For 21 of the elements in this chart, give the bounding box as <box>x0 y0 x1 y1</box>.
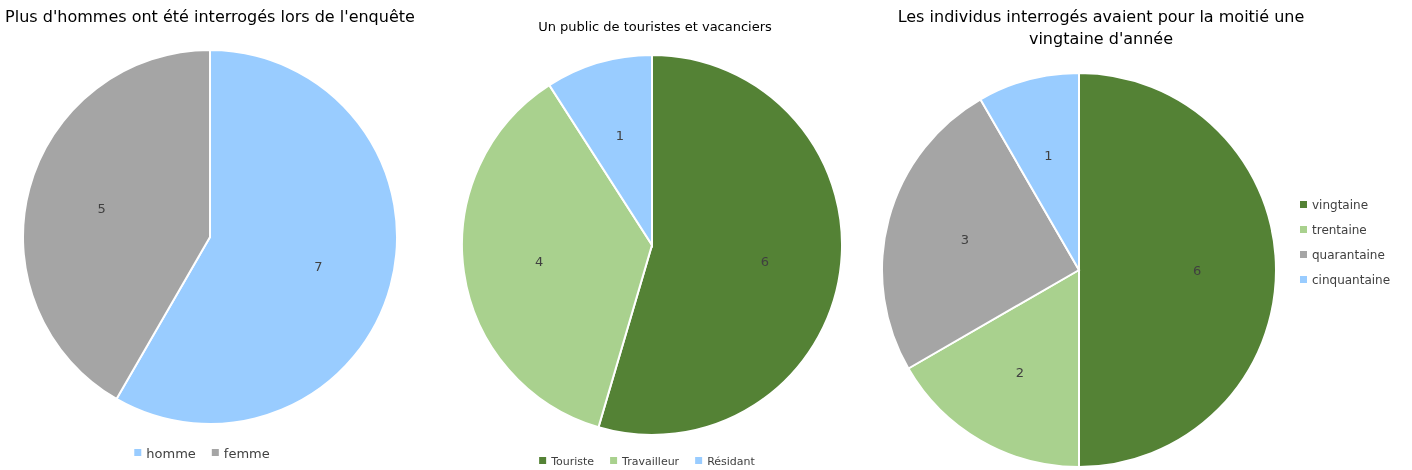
legend-label: Touriste <box>550 454 595 468</box>
legend-label: vingtaine <box>1312 198 1369 213</box>
data-label: 1 <box>615 128 625 144</box>
data-label: 6 <box>1193 262 1202 278</box>
data-label: 4 <box>535 253 544 269</box>
chart-title: Les individus interrogés avaient pour la moitié une vingtaine d'année <box>897 7 1305 48</box>
legend-label: cinquantaine <box>1312 273 1391 288</box>
chart-title: Un public de touristes et vacanciers <box>538 19 773 34</box>
legend-label: quarantaine <box>1312 248 1385 263</box>
data-label: 6 <box>760 253 769 269</box>
chart-title: Plus d'hommes ont été interrogés lors de l'enquête <box>5 7 415 26</box>
data-label: 2 <box>1015 364 1025 380</box>
legend-label: femme <box>223 445 270 461</box>
data-label: 3 <box>960 231 969 247</box>
data-label: 7 <box>314 258 323 274</box>
data-label: 5 <box>97 200 106 216</box>
data-label: 1 <box>1044 148 1053 164</box>
legend-label: trentaine <box>1312 223 1367 238</box>
legend-label: Travailleur <box>621 454 680 468</box>
legend-label: Résidant <box>707 454 756 468</box>
legend-label: homme <box>146 445 196 461</box>
